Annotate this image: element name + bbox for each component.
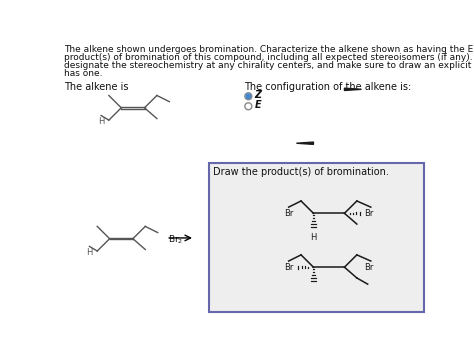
Text: Br: Br (284, 209, 293, 218)
Text: Br: Br (284, 263, 293, 272)
Text: designate the stereochemistry at any chirality centers, and make sure to draw an: designate the stereochemistry at any chi… (64, 61, 474, 70)
Text: The configuration of the alkene is:: The configuration of the alkene is: (244, 82, 411, 92)
FancyBboxPatch shape (209, 163, 424, 312)
Text: Draw the product(s) of bromination.: Draw the product(s) of bromination. (213, 167, 389, 177)
Text: H: H (86, 248, 92, 257)
Text: has one.: has one. (64, 68, 102, 78)
Text: Br: Br (365, 209, 374, 218)
Text: The alkene is: The alkene is (64, 82, 128, 92)
Text: product(s) of bromination of this compound, including all expected stereoisomers: product(s) of bromination of this compou… (64, 53, 474, 62)
Text: Br: Br (365, 263, 374, 272)
Text: H: H (98, 117, 104, 126)
Text: E: E (255, 101, 261, 110)
Text: Z: Z (255, 90, 262, 101)
Text: The alkene shown undergoes bromination. Characterize the alkene shown as having : The alkene shown undergoes bromination. … (64, 46, 474, 54)
Circle shape (246, 94, 251, 98)
Text: H: H (310, 233, 317, 242)
Polygon shape (296, 142, 313, 144)
Polygon shape (345, 88, 362, 90)
Text: Br$_2$: Br$_2$ (168, 233, 183, 246)
